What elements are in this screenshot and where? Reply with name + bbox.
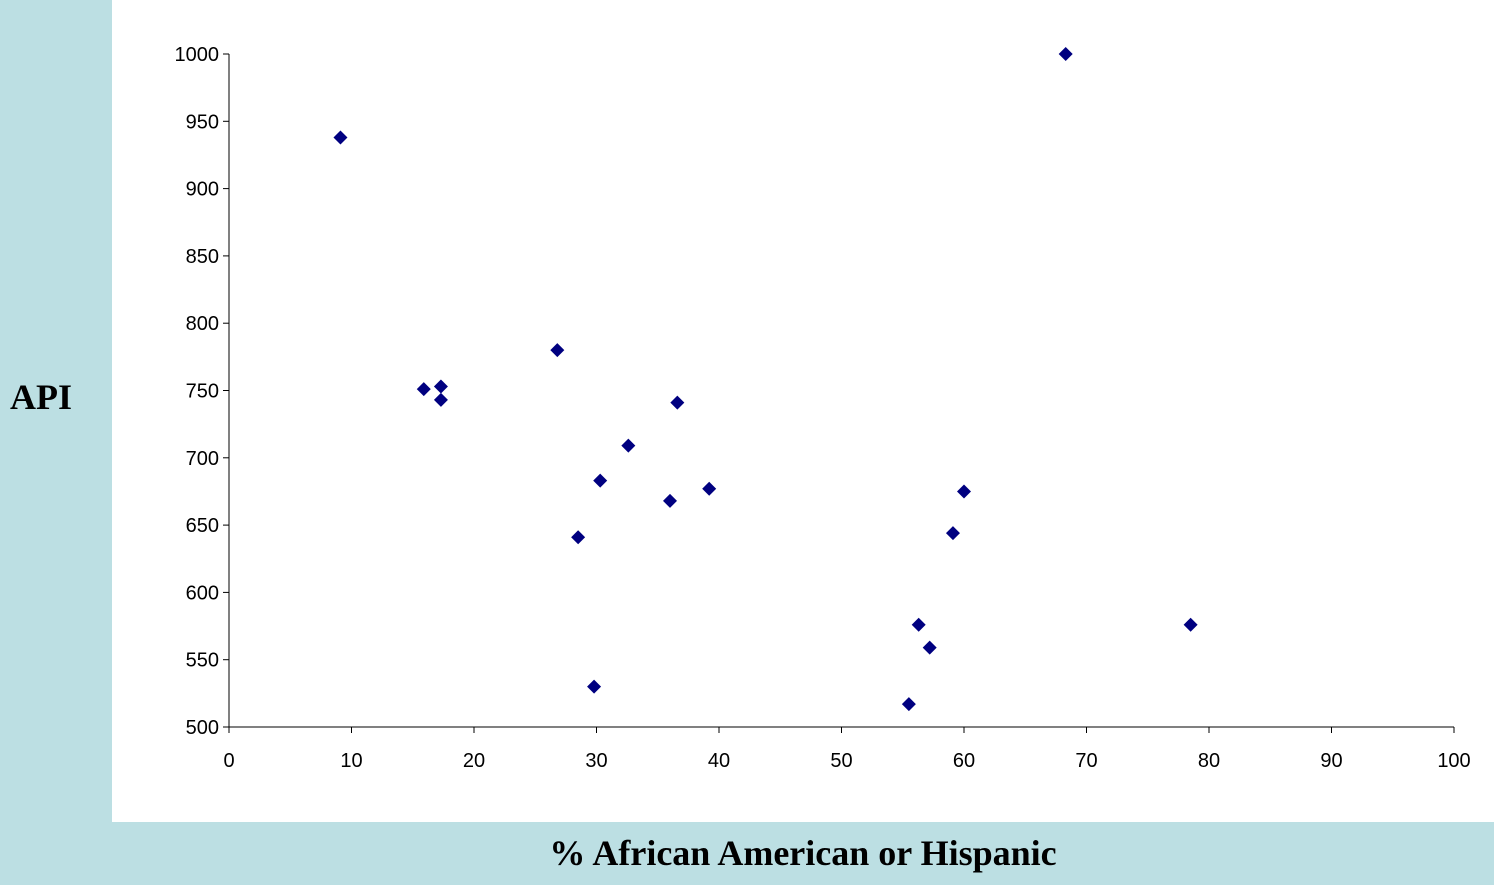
x-tick-label: 20 (463, 750, 485, 772)
data-point (593, 473, 608, 488)
data-point (433, 392, 448, 407)
y-tick-label: 950 (186, 111, 219, 133)
y-tick-label: 700 (186, 448, 219, 470)
data-points (333, 47, 1198, 712)
y-tick-label: 750 (186, 381, 219, 403)
y-tick-label: 900 (186, 179, 219, 201)
data-point (333, 130, 348, 145)
data-point (911, 617, 926, 632)
x-tick-label: 50 (830, 750, 852, 772)
data-point (901, 697, 916, 712)
x-tick-label: 70 (1075, 750, 1097, 772)
data-point (1058, 47, 1073, 61)
x-axis-title: % African American or Hispanic (549, 833, 1057, 873)
plot-area: 500 550 600 650 700 750 800 850 900 950 1000 0 10 20 3… (112, 0, 1494, 822)
y-tick-label: 650 (186, 515, 219, 537)
y-tick-label: 600 (186, 582, 219, 604)
x-tick-label: 0 (223, 750, 234, 772)
x-tick-label: 80 (1198, 750, 1220, 772)
y-tick-label: 550 (186, 650, 219, 672)
y-tick-label: 800 (186, 313, 219, 335)
data-point (571, 530, 586, 545)
data-point (922, 640, 937, 655)
data-point (702, 481, 717, 496)
data-point (433, 379, 448, 394)
data-point (416, 382, 431, 397)
data-point (621, 438, 636, 453)
x-tick-label: 30 (585, 750, 607, 772)
data-point (550, 343, 565, 358)
y-tick-label: 500 (186, 717, 219, 739)
axes: 500 550 600 650 700 750 800 850 900 950 1000 0 10 20 3… (175, 44, 1471, 772)
x-tick-label: 10 (340, 750, 362, 772)
data-point (1183, 617, 1198, 632)
data-point (663, 493, 677, 508)
x-tick-label: 90 (1320, 750, 1342, 772)
data-point (670, 395, 685, 410)
y-tick-label: 1000 (175, 44, 220, 66)
y-axis-title: API (10, 377, 72, 417)
data-point (957, 484, 971, 499)
x-tick-label: 40 (708, 750, 730, 772)
scatter-chart: 500 550 600 650 700 750 800 850 900 950 1000 0 10 20 3… (175, 44, 1471, 772)
y-tick-label: 850 (186, 246, 219, 268)
data-point (587, 679, 602, 694)
x-tick-label: 100 (1437, 750, 1470, 772)
x-tick-label: 60 (953, 750, 975, 772)
data-point (945, 526, 960, 541)
